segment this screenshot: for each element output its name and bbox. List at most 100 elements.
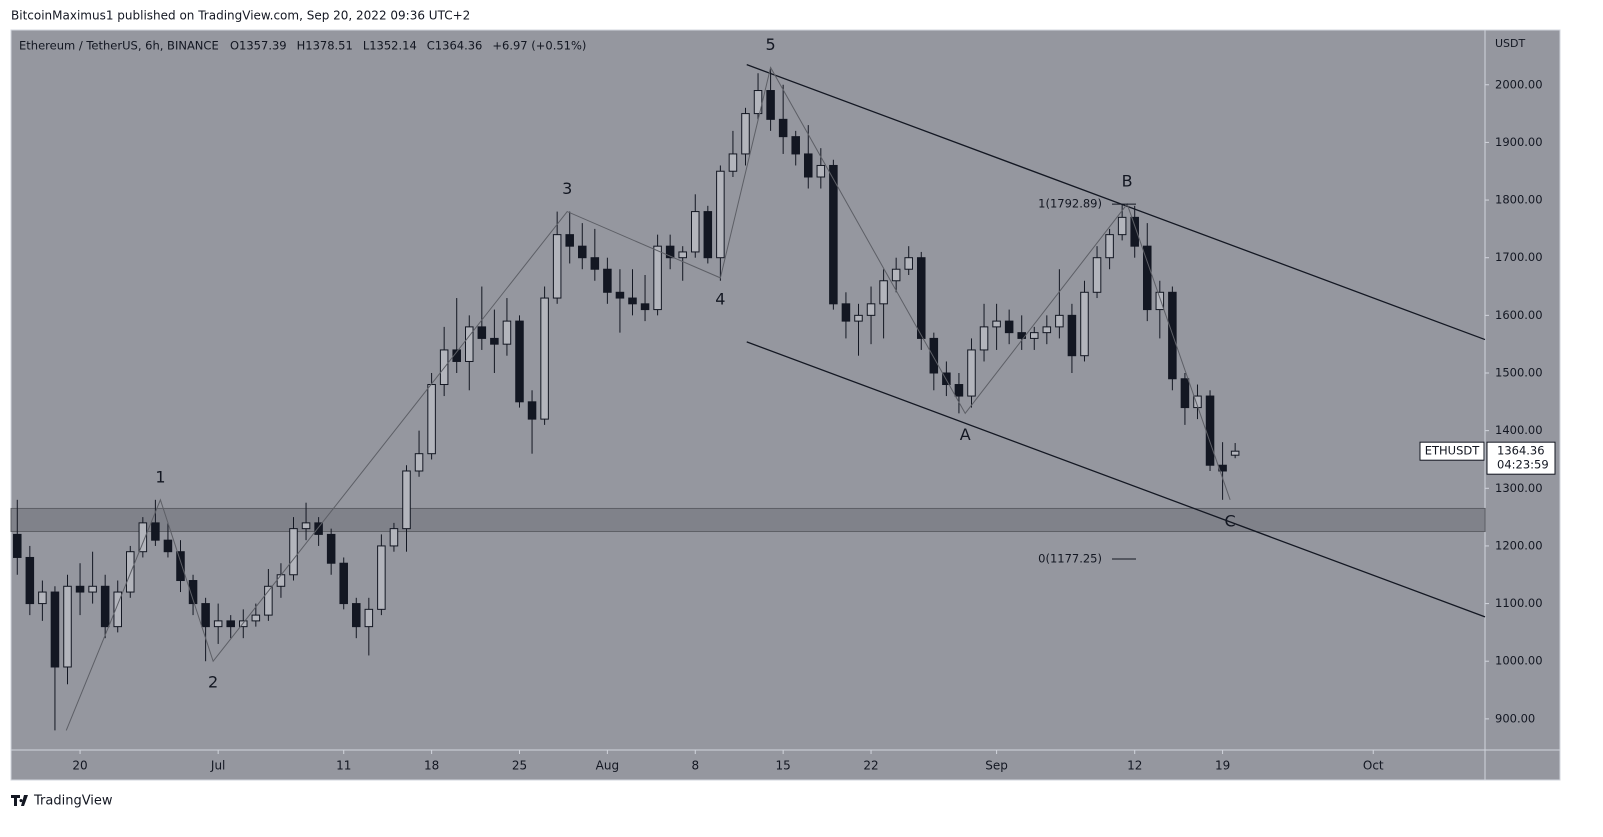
wave-label: 2 [208,673,218,692]
x-tick-label: 22 [863,759,878,773]
wave-zigzag [65,66,1231,731]
candle-body [226,620,235,628]
candle-body [678,251,687,259]
candle-body [25,556,35,605]
candle-body [100,585,110,628]
x-tick-label: Sep [985,759,1008,773]
candle-body [1193,395,1202,409]
candle-body [38,591,47,605]
x-tick-label: 11 [336,759,351,773]
candle-body [841,303,851,322]
candle-body [967,349,976,397]
candle-body [251,614,261,622]
candle-body [1055,314,1064,328]
candle-body [653,245,662,311]
candle-body [301,522,311,530]
frame [10,29,1561,781]
price-tag [1486,441,1556,475]
candle-body [778,118,788,138]
x-tick-label: 15 [776,759,791,773]
candle-body [326,533,336,564]
price-axis-background [1485,30,1560,750]
symbol-tag [1419,441,1485,461]
candle-body [1080,291,1089,357]
candle-body [364,608,374,628]
wave-label: A [960,425,971,444]
candle-body [50,591,60,668]
channel-line [746,63,1486,341]
publish-header: BitcoinMaximus1 published on TradingView… [11,9,470,23]
y-axis-label: USDT [1495,37,1526,50]
tradingview-logo [11,795,28,806]
candle-body [992,320,1001,328]
candle-body [176,551,185,582]
candle-body [753,90,763,115]
ohlc-value: C1364.36 [427,39,483,53]
time-axis-background [11,750,1560,780]
support-zone [10,507,1486,533]
candle-body [716,170,725,259]
candle-body [163,539,173,553]
candle-body [1180,378,1190,409]
candle-body [138,522,148,553]
wave-label: 5 [766,35,776,54]
candle-body [578,245,587,259]
ohlc-value: +6.97 (+0.51%) [492,39,586,53]
candle-body [465,326,474,362]
candle-body [1042,326,1052,334]
wave-label: 1 [155,467,165,486]
candle-body [201,603,210,628]
y-tick-label: 1700.00 [1495,250,1543,264]
candle-body [879,280,888,305]
y-tick-label: 1200.00 [1495,538,1543,552]
candle-body [829,164,838,305]
candle-body [854,314,863,322]
fib-label: 0(1177.25) [1038,552,1102,566]
y-tick-label: 2000.00 [1495,77,1543,91]
candle-body [427,384,436,455]
candle-body [414,453,424,472]
logo-icon [11,795,28,806]
candle-body [1105,234,1114,259]
candle-body [527,401,537,420]
footer-brand: TradingView [33,794,113,809]
x-tick-label: 8 [691,759,699,773]
candle-body [565,234,574,247]
candle-body [276,574,286,587]
candle-body [1155,291,1165,311]
candle-body [314,522,323,535]
y-tick-label: 1800.00 [1495,193,1543,207]
x-tick-label: Aug [596,759,619,773]
candle-body [1168,291,1177,380]
candle-body [891,268,901,282]
candle-body [1029,332,1039,339]
candle-body [942,372,951,386]
candle-body [791,136,800,155]
x-tick-label: Oct [1363,759,1384,773]
ohlc-value: L1352.14 [363,39,417,53]
plot-layer: 900.00 1000.00 1100.00 1200.00 1300.00 1400.0… [10,35,1556,773]
candle-body [502,320,512,345]
ohlc-legend: O1357.39 H1378.51 L1352.14 C1364.36 +6.97 (+… [230,39,586,53]
candle-body [1142,245,1152,311]
last-price: 1364.36 [1497,444,1545,458]
y-tick-label: 900.00 [1495,711,1535,725]
chart-title: Ethereum / TetherUS, 6h, BINANCE [19,39,219,53]
channel-line [746,341,1486,618]
candle-body [954,384,964,397]
y-tick-label: 1300.00 [1495,481,1543,495]
candle-body [289,528,298,576]
candle-body [615,291,625,299]
candle-body [452,349,461,362]
candle-body [728,153,738,172]
candle-body [766,90,775,120]
candle-body [916,257,926,339]
candle-body [490,337,499,345]
candle-body [339,562,348,605]
ohlc-value: H1378.51 [297,39,353,53]
fib-label: 1(1792.89) [1038,197,1102,211]
candle-body [402,470,411,530]
candle-body [1205,395,1215,466]
candle-body [741,113,750,155]
